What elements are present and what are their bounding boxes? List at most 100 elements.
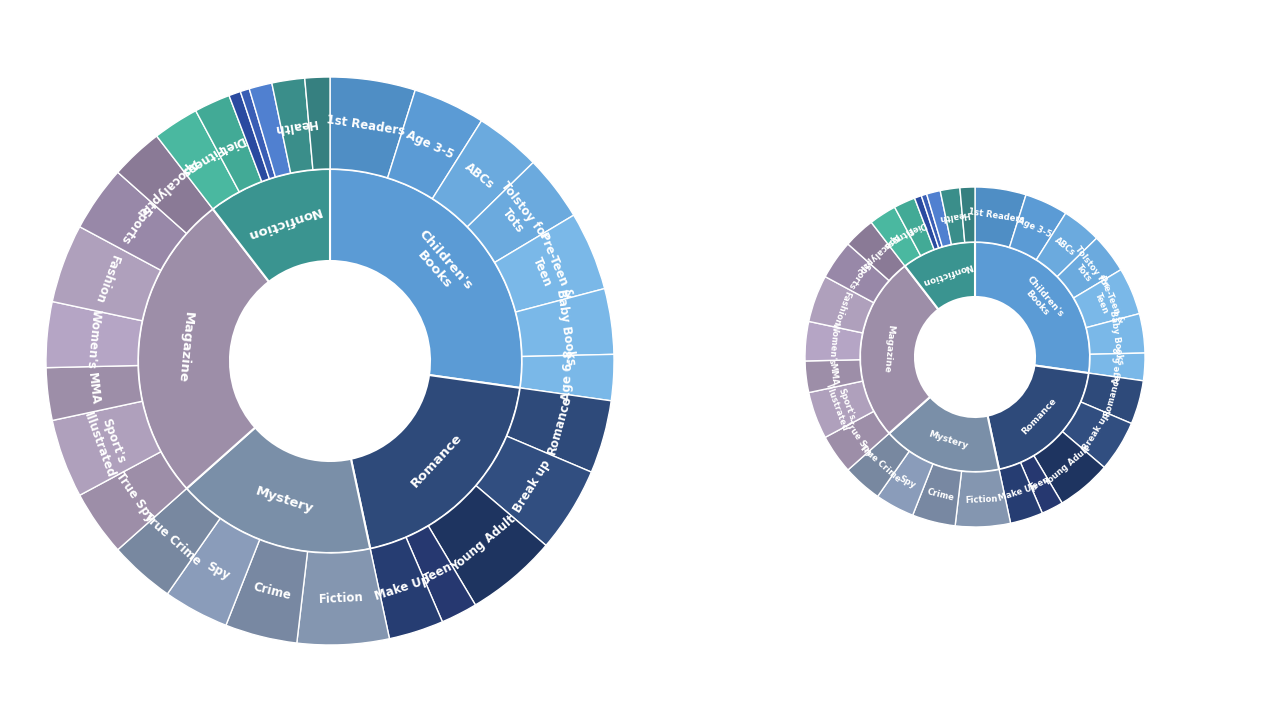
Wedge shape	[351, 375, 520, 549]
Wedge shape	[955, 469, 1011, 527]
Text: Teen: Teen	[422, 560, 455, 586]
Text: Young Adult: Young Adult	[449, 512, 518, 573]
Wedge shape	[249, 83, 291, 177]
Text: Sport's
Illustrated: Sport's Illustrated	[823, 379, 859, 432]
Wedge shape	[297, 549, 390, 645]
Wedge shape	[1087, 313, 1145, 355]
Wedge shape	[975, 187, 1026, 248]
Text: Tolstoy for
Tots: Tolstoy for Tots	[486, 180, 550, 252]
Wedge shape	[914, 196, 939, 250]
Text: Romance: Romance	[1102, 373, 1123, 417]
Text: Women's: Women's	[827, 322, 840, 365]
Wedge shape	[805, 321, 863, 361]
Wedge shape	[889, 397, 999, 472]
Wedge shape	[1021, 456, 1062, 513]
Wedge shape	[1037, 213, 1097, 277]
Wedge shape	[1074, 270, 1139, 328]
Wedge shape	[167, 518, 260, 625]
Wedge shape	[331, 169, 522, 388]
Text: Age 6-8: Age 6-8	[559, 349, 576, 401]
Wedge shape	[53, 227, 161, 321]
Wedge shape	[1010, 195, 1066, 260]
Text: Romance: Romance	[1020, 396, 1058, 437]
Wedge shape	[999, 463, 1042, 523]
Text: Age 3-5: Age 3-5	[1016, 216, 1053, 240]
Wedge shape	[53, 401, 161, 495]
Wedge shape	[46, 302, 143, 367]
Wedge shape	[895, 198, 934, 256]
Wedge shape	[959, 187, 975, 243]
Wedge shape	[229, 92, 269, 181]
Text: Diet: Diet	[905, 219, 927, 235]
Text: Baby Books: Baby Books	[554, 289, 577, 367]
Text: Pre-Teen &
Teen: Pre-Teen & Teen	[522, 230, 576, 307]
Text: Sports: Sports	[117, 203, 153, 246]
Wedge shape	[118, 136, 212, 233]
Text: MMA: MMA	[85, 372, 102, 406]
Wedge shape	[1089, 353, 1145, 380]
Wedge shape	[877, 451, 932, 516]
Wedge shape	[467, 162, 574, 262]
Text: Nonfiction: Nonfiction	[921, 261, 974, 287]
Wedge shape	[1034, 432, 1105, 503]
Text: True Spy: True Spy	[113, 470, 157, 525]
Text: Magazine: Magazine	[881, 324, 895, 373]
Wedge shape	[809, 277, 873, 333]
Text: Nonfiction: Nonfiction	[244, 204, 322, 241]
Text: MMA: MMA	[828, 362, 840, 386]
Wedge shape	[516, 289, 613, 357]
Text: Fitness: Fitness	[177, 143, 224, 180]
Wedge shape	[975, 242, 1091, 373]
Text: Mystery: Mystery	[927, 430, 968, 451]
Wedge shape	[826, 244, 889, 303]
Wedge shape	[927, 191, 952, 247]
Text: Health: Health	[273, 116, 318, 135]
Text: Make Up: Make Up	[373, 573, 432, 603]
Wedge shape	[118, 489, 220, 594]
Text: Baby Books: Baby Books	[1107, 309, 1124, 365]
Wedge shape	[921, 194, 943, 248]
Text: Children's
Books: Children's Books	[1017, 274, 1065, 325]
Wedge shape	[331, 77, 415, 178]
Text: True Crime: True Crime	[140, 510, 203, 567]
Wedge shape	[495, 215, 604, 312]
Wedge shape	[157, 110, 239, 209]
Wedge shape	[847, 433, 909, 497]
Text: Diet: Diet	[216, 133, 247, 156]
Text: Sport's
Illustrated: Sport's Illustrated	[81, 406, 131, 480]
Wedge shape	[271, 78, 312, 173]
Wedge shape	[871, 207, 921, 266]
Text: ABCs: ABCs	[463, 160, 496, 191]
Text: Magazine: Magazine	[175, 311, 194, 383]
Text: Health: Health	[937, 209, 970, 223]
Text: Crime: Crime	[252, 580, 292, 603]
Text: Break up: Break up	[512, 458, 553, 515]
Wedge shape	[988, 365, 1089, 469]
Wedge shape	[387, 90, 481, 199]
Text: Fiction: Fiction	[319, 591, 364, 606]
Wedge shape	[905, 242, 975, 310]
Text: Mystery: Mystery	[253, 484, 315, 516]
Wedge shape	[913, 464, 962, 526]
Wedge shape	[370, 537, 442, 639]
Wedge shape	[1062, 402, 1132, 467]
Wedge shape	[432, 121, 534, 227]
Wedge shape	[305, 77, 331, 170]
Text: Apocalyptic: Apocalyptic	[135, 156, 201, 218]
Wedge shape	[226, 539, 307, 643]
Text: Spy: Spy	[898, 474, 917, 491]
Text: ABCs: ABCs	[1052, 235, 1076, 257]
Text: Romance: Romance	[409, 431, 466, 490]
Wedge shape	[80, 452, 186, 549]
Wedge shape	[1057, 238, 1121, 298]
Text: Women's: Women's	[84, 308, 103, 369]
Wedge shape	[80, 173, 186, 270]
Wedge shape	[46, 365, 143, 420]
Wedge shape	[138, 209, 269, 489]
Wedge shape	[940, 188, 964, 245]
Text: Fashion: Fashion	[831, 290, 851, 326]
Text: Break up: Break up	[1082, 412, 1111, 453]
Text: Crime: Crime	[926, 487, 954, 503]
Wedge shape	[428, 486, 547, 605]
Text: Age 6-8: Age 6-8	[1111, 347, 1123, 384]
